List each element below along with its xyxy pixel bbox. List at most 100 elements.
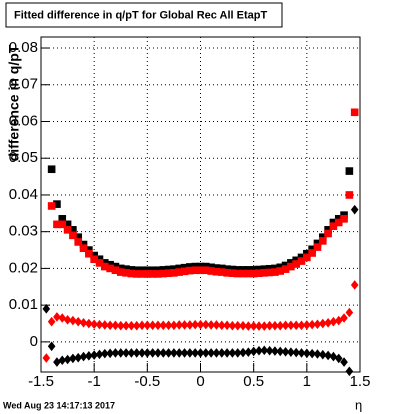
point <box>122 320 130 331</box>
point <box>90 319 98 330</box>
point <box>292 347 300 358</box>
point <box>313 349 322 359</box>
point <box>303 348 311 359</box>
point <box>223 348 231 358</box>
point <box>79 317 88 328</box>
point <box>276 267 285 275</box>
point <box>350 204 359 215</box>
point <box>287 262 295 271</box>
point <box>255 345 263 356</box>
point <box>228 320 237 331</box>
point <box>85 249 93 258</box>
point <box>159 320 168 331</box>
point <box>74 352 83 363</box>
point <box>101 348 109 359</box>
point <box>186 320 194 330</box>
point <box>340 215 348 223</box>
point <box>244 347 253 357</box>
point <box>329 222 338 230</box>
point <box>191 319 199 330</box>
point <box>106 348 114 359</box>
point <box>249 269 258 278</box>
point <box>313 243 322 251</box>
point <box>217 348 226 358</box>
point <box>212 267 221 276</box>
point <box>159 269 168 278</box>
point <box>223 320 231 331</box>
point <box>69 315 77 326</box>
point <box>132 270 141 278</box>
y-tick-label: 0.04 <box>9 186 38 203</box>
point <box>281 265 290 273</box>
point <box>42 304 51 314</box>
point <box>138 270 146 278</box>
y-tick-label: 0.01 <box>9 296 38 313</box>
point <box>260 269 269 277</box>
point <box>58 355 67 366</box>
point <box>329 351 338 362</box>
point <box>170 269 178 277</box>
point <box>313 319 322 330</box>
point <box>63 220 72 229</box>
point <box>74 233 83 241</box>
point <box>318 237 327 245</box>
point <box>265 268 274 277</box>
x-tick-label: 1.5 <box>350 373 371 390</box>
point <box>132 320 141 331</box>
point <box>143 270 152 278</box>
point <box>154 270 162 278</box>
point <box>287 320 295 331</box>
point <box>276 320 285 331</box>
point <box>180 320 189 330</box>
point <box>122 269 130 277</box>
point <box>340 313 348 323</box>
point <box>63 315 72 325</box>
point <box>47 316 56 327</box>
point <box>58 215 67 223</box>
point <box>271 346 279 356</box>
point <box>106 320 114 331</box>
point <box>180 267 189 276</box>
x-tick-label: 1 <box>303 373 311 390</box>
point <box>265 345 274 356</box>
point <box>196 266 205 275</box>
point <box>101 320 109 330</box>
point <box>233 348 242 358</box>
point <box>202 319 210 330</box>
point <box>303 320 311 330</box>
point <box>292 320 300 331</box>
point <box>271 268 279 276</box>
point <box>95 319 104 330</box>
point <box>79 351 88 362</box>
point <box>255 321 263 331</box>
point <box>85 318 93 329</box>
point <box>260 321 269 331</box>
point <box>164 348 173 358</box>
point <box>271 320 279 331</box>
point <box>85 351 93 361</box>
point <box>95 349 104 360</box>
point <box>207 267 215 275</box>
point <box>95 259 104 267</box>
point <box>318 349 327 360</box>
point <box>90 350 98 360</box>
point <box>255 269 263 277</box>
point <box>297 320 306 331</box>
y-tick-label: 0.07 <box>9 76 38 93</box>
point <box>345 307 354 318</box>
point <box>207 320 215 330</box>
point <box>239 320 247 331</box>
point <box>53 200 61 208</box>
point <box>164 269 173 277</box>
point <box>191 266 199 275</box>
point <box>308 249 316 257</box>
y-tick-label: 0.05 <box>9 149 38 166</box>
x-tick-label: 0.5 <box>243 373 264 390</box>
point <box>244 321 253 331</box>
point <box>101 262 109 271</box>
point <box>202 348 210 358</box>
point <box>228 348 237 358</box>
title-box <box>5 2 283 28</box>
point <box>212 348 221 358</box>
point <box>63 354 72 365</box>
